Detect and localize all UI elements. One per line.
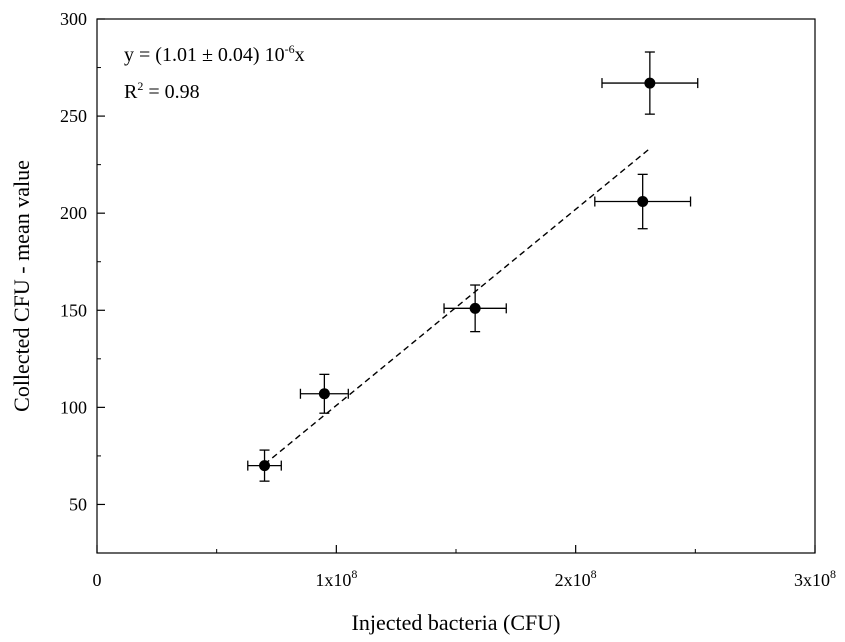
y-tick-label: 150 [60,300,87,320]
point-marker [637,196,649,208]
y-axis-title: Collected CFU - mean value [9,160,34,412]
data-point [247,449,282,482]
x-tick-label: 2x108 [555,567,597,590]
data-points [247,51,699,482]
fit-line [264,147,651,465]
r-squared: R2 = 0.98 [124,79,200,103]
x-tick-label: 3x108 [794,567,836,590]
fit-equation: y = (1.01 ± 0.04) 10-6x [124,42,305,66]
y-tick-label: 300 [60,9,87,29]
x-axis-ticks: 0 1x108 2x108 3x108 [93,545,836,590]
point-marker [644,77,656,89]
plot-frame [96,18,816,554]
point-marker [318,388,330,400]
x-tick-label: 1x108 [315,567,357,590]
y-tick-label: 250 [60,106,87,126]
x-axis-title: Injected bacteria (CFU) [352,610,561,635]
y-tick-label: 100 [60,397,87,417]
data-point [299,373,349,414]
point-marker [259,460,271,472]
data-point [443,284,507,333]
point-marker [469,302,481,314]
data-point [601,51,699,115]
data-point [594,173,692,230]
y-tick-label: 200 [60,203,87,223]
y-tick-label: 50 [69,494,87,514]
x-tick-label: 0 [93,570,102,590]
y-axis-ticks: 50 100 150 200 250 300 [60,9,105,514]
